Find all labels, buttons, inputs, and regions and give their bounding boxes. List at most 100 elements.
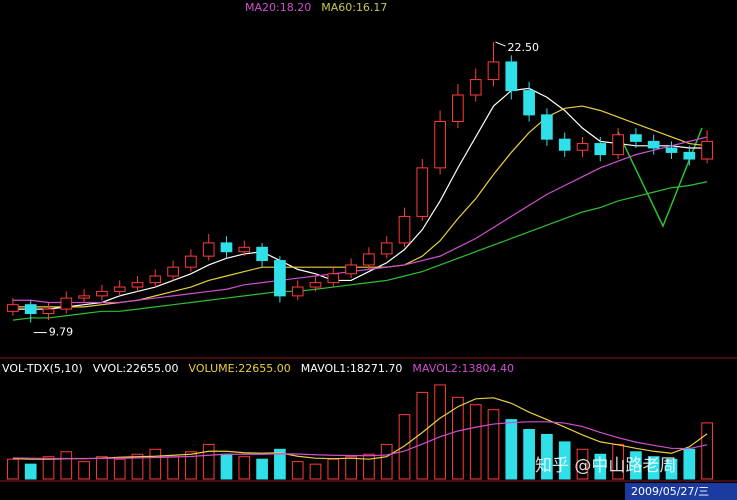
candle-body (291, 286, 304, 297)
candle-body (274, 260, 286, 297)
volume-bar (665, 458, 678, 480)
volume-bar (131, 453, 144, 480)
volume-bar (416, 391, 429, 480)
candle-body (434, 121, 446, 169)
candle-body (701, 140, 713, 160)
volume-bar (113, 458, 126, 480)
candle-body (131, 282, 144, 288)
volume-bar (594, 453, 607, 480)
volume-bar (327, 458, 340, 480)
volume-bar (309, 463, 322, 480)
volume-bar (363, 453, 375, 480)
hand-drawn-v (617, 127, 703, 228)
volume-bar (701, 422, 713, 480)
candle-body (487, 61, 500, 81)
volume-ma-line (12, 397, 708, 460)
header-text: MAVOL1:18271.70 (301, 362, 403, 375)
volume-bar (256, 458, 268, 480)
volume-bar (7, 458, 19, 480)
volume-bar (202, 443, 215, 480)
candle-body (363, 253, 375, 266)
volume-bar (505, 419, 518, 480)
ma-line (12, 87, 708, 310)
volume-bar (452, 396, 464, 480)
candle-body (345, 264, 357, 275)
candle-body (647, 140, 660, 149)
volume-bar (647, 456, 660, 480)
candle-body (505, 61, 518, 92)
candle-body (665, 147, 678, 153)
candle-body (149, 275, 162, 284)
volume-bar (24, 463, 37, 480)
candle-body (42, 308, 55, 315)
candle-body (238, 246, 251, 253)
volume-bar (345, 456, 357, 480)
candle-body (327, 273, 340, 284)
candle-body (202, 242, 215, 257)
candle-body (309, 282, 322, 288)
candle-body (24, 304, 37, 315)
header-text: VVOL:22655.00 (93, 362, 179, 375)
volume-bar (398, 414, 411, 480)
header-text: MA20:18.20 (245, 1, 311, 14)
candle-body (541, 114, 553, 140)
candle-body (185, 255, 197, 268)
volume-bar (149, 448, 162, 480)
candle-body (576, 143, 589, 151)
candle-body (612, 134, 624, 156)
volume-bar (291, 461, 304, 480)
candle-body (416, 167, 429, 217)
candle-body (256, 246, 268, 262)
volume-bar (185, 451, 197, 480)
volume-bar (96, 456, 108, 480)
volume-bar (630, 451, 642, 480)
watermark: 知乎 @中山路老周 (535, 456, 676, 476)
header-text: VOL-TDX(5,10) (2, 362, 83, 375)
candle-body (683, 151, 696, 160)
ma-line (12, 181, 708, 321)
volume-bar (469, 404, 482, 480)
candle-body (398, 215, 411, 244)
volume-bar (558, 441, 571, 480)
date-label: 2009/05/27/三 (631, 485, 709, 498)
volume-bar (78, 461, 90, 480)
volume-bar (167, 456, 179, 480)
volume-ma-line (12, 421, 708, 460)
volume-bar (42, 456, 55, 480)
volume-bar (274, 448, 286, 480)
volume-bar (541, 433, 553, 480)
candle-body (523, 90, 535, 116)
candle-body (113, 286, 126, 292)
volume-bar (238, 456, 251, 480)
header-text: MA60:16.17 (321, 1, 387, 14)
candle-body (167, 266, 179, 277)
volume-bar (434, 384, 446, 480)
high-pointer (495, 41, 506, 47)
low-label: 9.79 (49, 326, 73, 339)
volume-bar (380, 443, 393, 480)
candle-body (452, 94, 464, 123)
candle-body (96, 290, 108, 297)
volume-bar (220, 453, 233, 480)
volume-bar (576, 448, 589, 480)
ma-line (12, 136, 708, 304)
candle-body (380, 242, 393, 255)
volume-bar (487, 409, 500, 480)
candle-body (594, 143, 607, 156)
price-header: MA20:18.20 MA60:16.17 (245, 1, 387, 14)
candle-body (630, 134, 642, 142)
volume-bar (523, 429, 535, 480)
volume-bar (683, 448, 696, 480)
date-box (625, 483, 737, 500)
candle-body (78, 295, 90, 299)
volume-bar (60, 451, 73, 480)
candle-body (7, 304, 19, 312)
candle-body (558, 138, 571, 151)
volume-header: VOL-TDX(5,10) VVOL:22655.00 VOLUME:22655.0… (2, 362, 514, 375)
header-text: VOLUME:22655.00 (189, 362, 291, 375)
candle-body (60, 297, 73, 310)
candle-body (469, 79, 482, 96)
header-text: MAVOL2:13804.40 (412, 362, 514, 375)
